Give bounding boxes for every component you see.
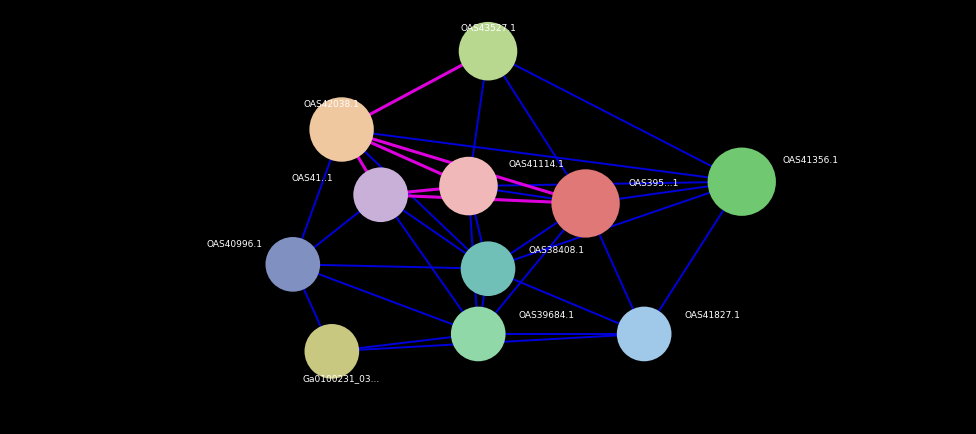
Ellipse shape: [461, 242, 515, 296]
Text: OAS395...1: OAS395...1: [629, 179, 679, 187]
Text: OAS41..1: OAS41..1: [292, 174, 333, 182]
Ellipse shape: [353, 168, 408, 223]
Ellipse shape: [305, 324, 359, 379]
Text: OAS41827.1: OAS41827.1: [684, 311, 741, 319]
Ellipse shape: [451, 307, 506, 362]
Text: OAS41114.1: OAS41114.1: [508, 160, 565, 168]
Text: OAS42038.1: OAS42038.1: [304, 100, 360, 108]
Ellipse shape: [551, 170, 620, 238]
Text: OAS43527.1: OAS43527.1: [460, 24, 516, 33]
Ellipse shape: [459, 23, 517, 81]
Text: Ga0100231_03...: Ga0100231_03...: [303, 373, 381, 382]
Text: OAS40996.1: OAS40996.1: [206, 240, 263, 248]
Ellipse shape: [617, 307, 671, 362]
Ellipse shape: [265, 237, 320, 292]
Ellipse shape: [708, 148, 776, 217]
Text: OAS39684.1: OAS39684.1: [518, 311, 575, 319]
Text: OAS41356.1: OAS41356.1: [782, 156, 838, 165]
Text: OAS38408.1: OAS38408.1: [528, 246, 585, 254]
Ellipse shape: [439, 158, 498, 216]
Ellipse shape: [309, 98, 374, 162]
